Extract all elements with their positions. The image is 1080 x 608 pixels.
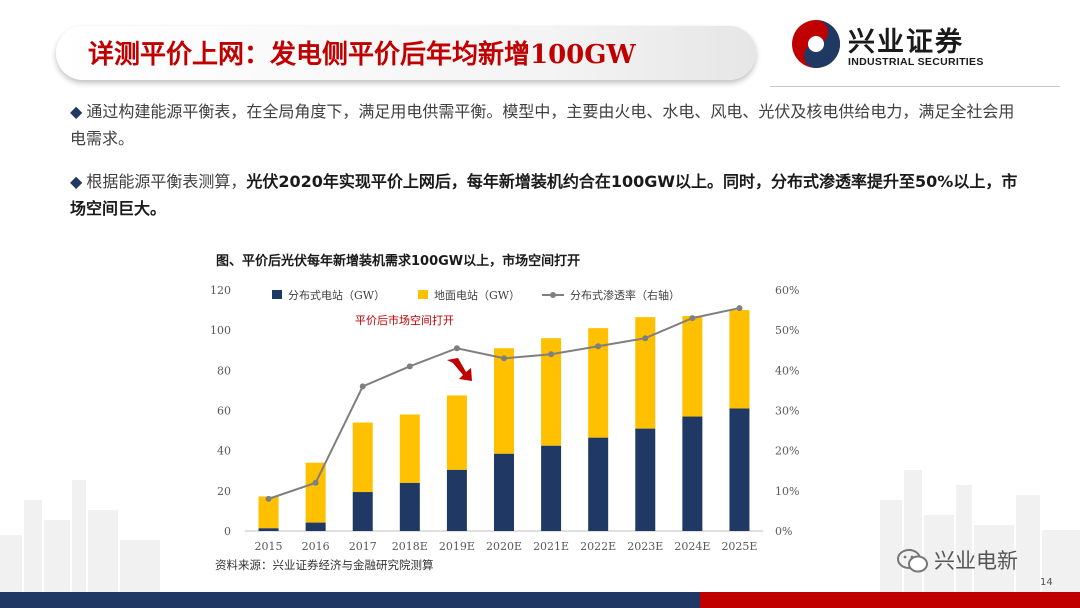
x-tick-label: 2018E — [392, 540, 428, 553]
bar-ground-2023E — [635, 317, 656, 429]
penetration-point-2025E — [736, 305, 743, 312]
y-tick-label: 60 — [217, 405, 231, 418]
x-tick-label: 2015 — [255, 540, 283, 553]
y-tick-label: 20 — [217, 485, 231, 498]
footer-bar-red — [700, 592, 1080, 608]
bar-ground-2017 — [352, 422, 373, 493]
logo-text-cn: 兴业证券 — [848, 27, 964, 58]
y-tick-label: 120 — [210, 284, 231, 297]
wechat-icon — [897, 549, 928, 573]
y2-tick-label: 60% — [775, 284, 799, 297]
diamond-bullet-icon: ◆ — [70, 172, 83, 191]
penetration-point-2020E — [501, 355, 507, 362]
bar-ground-2015 — [258, 496, 279, 529]
bar-distributed-2022E — [588, 437, 609, 531]
page-number: 14 — [1040, 577, 1053, 588]
legend-line-marker — [550, 292, 556, 298]
penetration-point-2023E — [642, 335, 649, 342]
bar-ground-2025E — [729, 310, 750, 409]
y-tick-label: 100 — [210, 324, 231, 337]
bar-distributed-2016 — [305, 522, 326, 531]
bar-ground-2021E — [541, 338, 562, 446]
bullet-2-text: 根据能源平衡表测算， — [86, 172, 247, 191]
header-divider — [770, 86, 1060, 87]
penetration-point-2021E — [548, 351, 555, 358]
y2-tick-label: 50% — [775, 324, 799, 337]
y-tick-label: 40 — [217, 445, 231, 458]
penetration-point-2016 — [312, 479, 319, 486]
wechat-watermark: 兴业电新 — [934, 549, 1018, 573]
x-tick-label: 2025E — [721, 540, 757, 553]
page-title: 详测平价上网：发电侧平价后年均新增100GW — [88, 40, 636, 70]
y2-tick-label: 30% — [775, 405, 799, 418]
penetration-point-2024E — [689, 315, 696, 322]
penetration-point-2018E — [406, 363, 413, 370]
legend-label: 地面电站（GW） — [434, 288, 520, 302]
x-tick-label: 2016 — [302, 540, 330, 553]
legend-label: 分布式渗透率（右轴） — [570, 288, 680, 302]
bar-ground-2019E — [446, 395, 467, 470]
stacked-bar-chart: 0 20 40 60 80 100 120 0% 10% 20% 30% 40% 50% 60% 2015 2… — [210, 284, 799, 553]
annotation-arrow-icon — [447, 358, 472, 381]
bar-ground-2020E — [494, 348, 514, 454]
title-banner — [56, 26, 756, 80]
x-tick-label: 2024E — [674, 540, 710, 553]
bullet-2-bold-text: 光伏2020年实现平价上网后，每年新增装机约合在100GW以上。同时，分布式渗透… — [70, 172, 1018, 218]
bullet-2: ◆ 根据能源平衡表测算，光伏2020年实现平价上网后，每年新增装机约合在100GW… — [70, 168, 1020, 222]
x-tick-label: 2023E — [627, 540, 663, 553]
bar-distributed-2020E — [494, 453, 514, 531]
logo-text-en: INDUSTRIAL SECURITIES — [848, 56, 984, 68]
penetration-point-2015 — [265, 495, 272, 502]
bar-distributed-2017 — [352, 492, 373, 531]
x-tick-label: 2020E — [486, 540, 522, 553]
bar-distributed-2019E — [446, 469, 467, 531]
bar-ground-2024E — [682, 316, 703, 417]
penetration-point-2019E — [453, 345, 460, 352]
annotation-text: 平价后市场空间打开 — [355, 313, 454, 327]
penetration-point-2022E — [595, 343, 602, 350]
y2-tick-label: 20% — [775, 445, 799, 458]
legend-swatch — [418, 290, 428, 299]
y-tick-label: 0 — [224, 525, 231, 538]
legend-swatch — [272, 290, 282, 299]
bar-ground-2022E — [588, 328, 609, 438]
source-note: 资料来源：兴业证券经济与金融研究院测算 — [215, 558, 434, 572]
y-tick-label: 80 — [217, 364, 231, 377]
legend-label: 分布式电站（GW） — [288, 288, 385, 302]
bar-distributed-2018E — [399, 482, 420, 531]
diamond-bullet-icon: ◆ — [70, 102, 83, 121]
bar-distributed-2024E — [682, 416, 703, 531]
y2-tick-label: 10% — [775, 485, 799, 498]
chart-title: 图、平价后光伏每年新增装机需求100GW以上，市场空间打开 — [216, 254, 581, 269]
x-tick-label: 2017 — [349, 540, 377, 553]
bullet-1: ◆ 通过构建能源平衡表，在全局角度下，满足用电供需平衡。模型中，主要由火电、水电、… — [70, 98, 1020, 152]
bar-distributed-2015 — [258, 528, 279, 531]
company-logo — [792, 20, 840, 68]
x-tick-label: 2022E — [580, 540, 616, 553]
y2-tick-label: 40% — [775, 364, 799, 377]
bar-distributed-2021E — [541, 445, 562, 531]
bar-distributed-2023E — [635, 428, 656, 531]
bullet-1-text: 通过构建能源平衡表，在全局角度下，满足用电供需平衡。模型中，主要由火电、水电、风… — [70, 102, 1015, 148]
bar-distributed-2025E — [729, 408, 750, 531]
skyline-background — [0, 470, 1080, 592]
y2-tick-label: 0% — [775, 525, 792, 538]
x-tick-label: 2021E — [533, 540, 569, 553]
bar-ground-2018E — [399, 414, 420, 483]
bar-ground-2016 — [305, 462, 326, 523]
x-tick-label: 2019E — [439, 540, 475, 553]
penetration-point-2017 — [359, 383, 366, 390]
